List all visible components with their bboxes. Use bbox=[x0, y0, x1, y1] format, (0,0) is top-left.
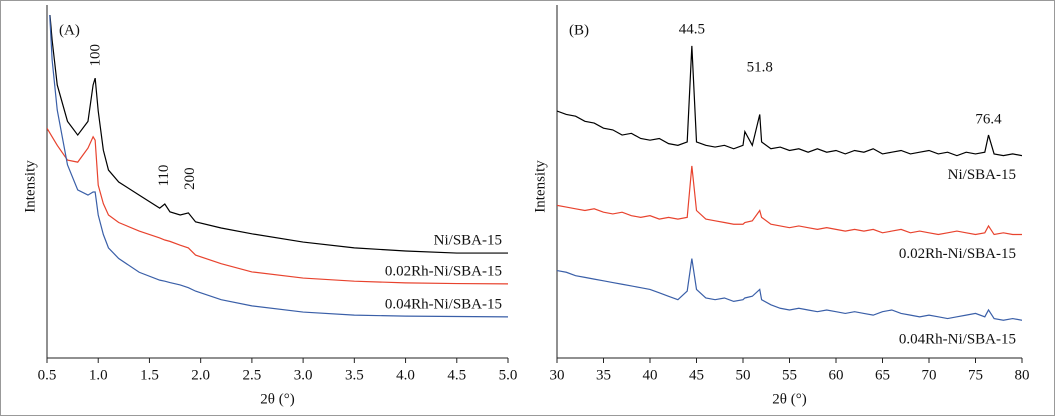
panel-label: (B) bbox=[569, 22, 589, 38]
series-label: 0.02Rh-Ni/SBA-15 bbox=[899, 246, 1016, 262]
x-tick-label: 2.5 bbox=[243, 367, 262, 383]
series-line bbox=[49, 15, 508, 318]
x-tick-label: 50 bbox=[736, 367, 751, 383]
x-tick-label: 0.5 bbox=[38, 367, 57, 383]
x-tick-label: 2.0 bbox=[191, 367, 210, 383]
x-tick-label: 75 bbox=[968, 367, 983, 383]
series-label: 0.04Rh-Ni/SBA-15 bbox=[385, 296, 502, 312]
x-tick-label: 35 bbox=[596, 367, 611, 383]
x-tick-label: 55 bbox=[782, 367, 797, 383]
peak-label: 51.8 bbox=[747, 60, 773, 76]
x-tick-label: 5.0 bbox=[499, 367, 518, 383]
x-tick-label: 45 bbox=[689, 367, 704, 383]
x-tick-label: 80 bbox=[1015, 367, 1030, 383]
x-tick-label: 70 bbox=[922, 367, 937, 383]
series-label: Ni/SBA-15 bbox=[434, 232, 502, 248]
x-tick-label: 30 bbox=[550, 367, 565, 383]
peak-label: 200 bbox=[182, 167, 198, 190]
x-tick-label: 4.0 bbox=[396, 367, 415, 383]
x-tick-label: 1.5 bbox=[140, 367, 159, 383]
peak-label: 44.5 bbox=[679, 22, 705, 38]
y-axis-label: Intensity bbox=[22, 160, 38, 213]
x-tick-label: 1.0 bbox=[89, 367, 108, 383]
x-tick-label: 3.0 bbox=[294, 367, 313, 383]
x-tick-label: 3.5 bbox=[345, 367, 364, 383]
series-line bbox=[49, 15, 508, 254]
x-tick-label: 65 bbox=[875, 367, 890, 383]
peak-label: 76.4 bbox=[975, 111, 1002, 127]
x-tick-label: 4.5 bbox=[447, 367, 466, 383]
panel-label: (A) bbox=[59, 22, 80, 38]
x-tick-label: 60 bbox=[829, 367, 844, 383]
series-line bbox=[557, 258, 1022, 321]
y-axis-label: Intensity bbox=[532, 160, 548, 213]
series-label: Ni/SBA-15 bbox=[948, 167, 1016, 183]
series-line bbox=[557, 45, 1022, 157]
peak-label: 110 bbox=[156, 165, 172, 187]
series-line bbox=[47, 127, 508, 285]
series-label: 0.04Rh-Ni/SBA-15 bbox=[899, 332, 1016, 348]
x-axis-label: 2θ (°) bbox=[260, 391, 294, 407]
x-tick-label: 40 bbox=[643, 367, 658, 383]
series-line bbox=[557, 165, 1022, 236]
peak-label: 100 bbox=[88, 44, 104, 67]
series-label: 0.02Rh-Ni/SBA-15 bbox=[385, 263, 502, 279]
x-axis-label: 2θ (°) bbox=[772, 391, 806, 407]
